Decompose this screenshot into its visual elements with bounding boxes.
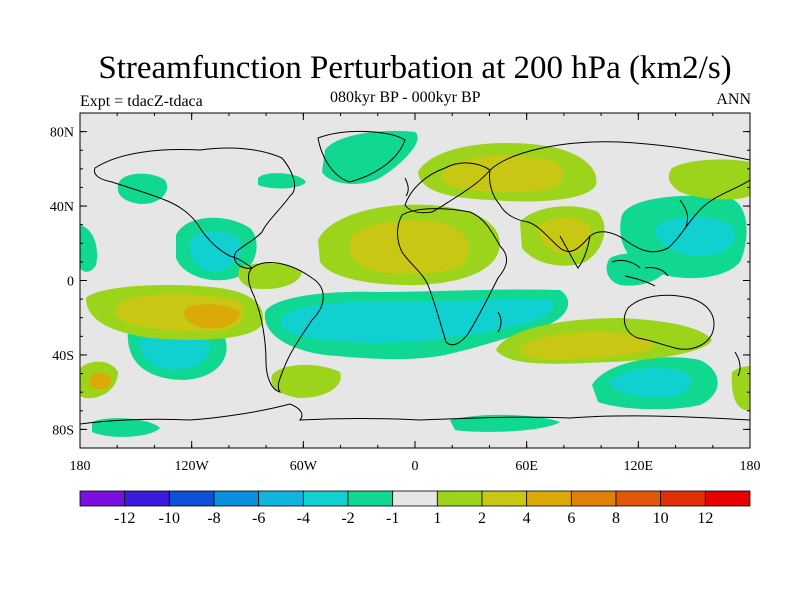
colorbar: -12 -10 -8 -6 -4 -2 -1 1 2 4 6 8 10 12 <box>79 490 751 527</box>
uk-coast <box>404 177 409 197</box>
contour-se-pacific-midlat-inner <box>90 372 112 390</box>
colorbar-box <box>392 490 438 507</box>
contour-eurasia-inner <box>441 155 564 193</box>
colorbar-box <box>660 490 706 507</box>
colorbar-box <box>436 490 483 507</box>
colorbar-box <box>704 490 751 507</box>
colorbar-label: -12 <box>114 510 135 527</box>
japan-coast <box>679 199 689 227</box>
colorbar-box <box>124 490 170 507</box>
positive-anomaly-field <box>80 143 750 411</box>
contour-antarctic-west <box>92 418 160 437</box>
lon-label: 180 <box>70 459 91 474</box>
colorbar-label: 6 <box>567 510 575 527</box>
greenland-coast <box>317 131 406 183</box>
lon-label: 120W <box>175 459 210 474</box>
longitude-axis: 180 120W 60W 0 60E 120E 180 <box>70 113 761 474</box>
latitude-axis: 80N 40N 0 40S 80S <box>50 112 750 449</box>
contour-south-indian-inner <box>608 367 692 398</box>
contour-spacific-inner <box>139 332 211 370</box>
negative-anomaly-field <box>80 130 747 437</box>
contour-wpacific-inner <box>655 216 735 256</box>
lat-label: 40N <box>50 200 74 215</box>
contour-south-america-tropics <box>238 263 302 290</box>
lat-label: 80S <box>52 423 74 438</box>
lat-label: 0 <box>67 275 74 290</box>
contour-central-america-inner <box>189 231 242 272</box>
colorbar-label: -1 <box>386 510 399 527</box>
map-title: Streamfunction Perturbation at 200 hPa (… <box>98 50 732 86</box>
lat-label: 40S <box>52 349 74 364</box>
africa-coast <box>397 208 507 346</box>
lon-label: 60E <box>515 459 538 474</box>
south-america-coast <box>247 262 324 393</box>
colorbar-label: 10 <box>653 510 669 527</box>
annual-subtitle: ANN <box>716 91 751 108</box>
contour-se-pacific-core <box>184 304 240 329</box>
colorbar-box <box>570 490 617 507</box>
coastlines <box>80 131 750 425</box>
india-coast <box>559 235 591 269</box>
lon-label: 0 <box>412 459 419 474</box>
colorbar-label: 4 <box>523 510 531 527</box>
colorbar-box <box>302 490 349 507</box>
colorbar-label: -4 <box>297 510 310 527</box>
colorbar-label: -6 <box>252 510 265 527</box>
antarctica-coast <box>80 403 750 425</box>
colorbar-label: 12 <box>697 510 713 527</box>
colorbar-label: -10 <box>159 510 180 527</box>
contour-west-edge <box>80 225 98 272</box>
colorbar-label: 2 <box>478 510 486 527</box>
madagascar-coast <box>497 311 502 333</box>
lon-label: 120E <box>624 459 654 474</box>
colorbar-box <box>526 490 572 507</box>
colorbar-box <box>79 490 126 507</box>
contour-north-africa-inner <box>348 220 469 275</box>
colorbar-box <box>258 490 304 507</box>
colorbar-label: -8 <box>207 510 220 527</box>
colorbar-box <box>481 490 528 507</box>
contour-antarctic-east <box>450 414 560 432</box>
lon-label: 60W <box>290 459 318 474</box>
contour-southern-band-inner <box>280 299 554 343</box>
contour-siberia <box>668 159 750 200</box>
lat-label: 80N <box>50 126 74 141</box>
lon-label: 180 <box>740 459 761 474</box>
new-zealand-coast <box>734 351 741 377</box>
map-panel <box>80 113 750 448</box>
indonesia-coast <box>611 259 669 287</box>
colorbar-box <box>168 490 215 507</box>
australia-coast <box>623 294 715 350</box>
colorbar-label: 1 <box>433 510 441 527</box>
colorbar-box <box>615 490 662 507</box>
colorbar-box <box>213 490 260 507</box>
contour-indian-ocean-inner <box>519 331 653 360</box>
contour-arctic-canada <box>258 173 306 189</box>
contour-greenland <box>322 130 418 184</box>
time-range-subtitle: 080kyr BP - 000kyr BP <box>330 89 481 106</box>
colorbar-label: -2 <box>341 510 354 527</box>
contour-south-atlantic <box>271 364 341 398</box>
colorbar-box <box>347 490 394 507</box>
contour-arabia-inner <box>538 217 591 255</box>
experiment-subtitle: Expt = tdacZ-tdaca <box>80 93 203 110</box>
contour-far-east-sh <box>731 366 750 411</box>
contour-maritime-continent <box>606 253 668 286</box>
europe-coast <box>404 162 491 214</box>
colorbar-label: 8 <box>612 510 620 527</box>
north-america-coast <box>93 147 295 269</box>
